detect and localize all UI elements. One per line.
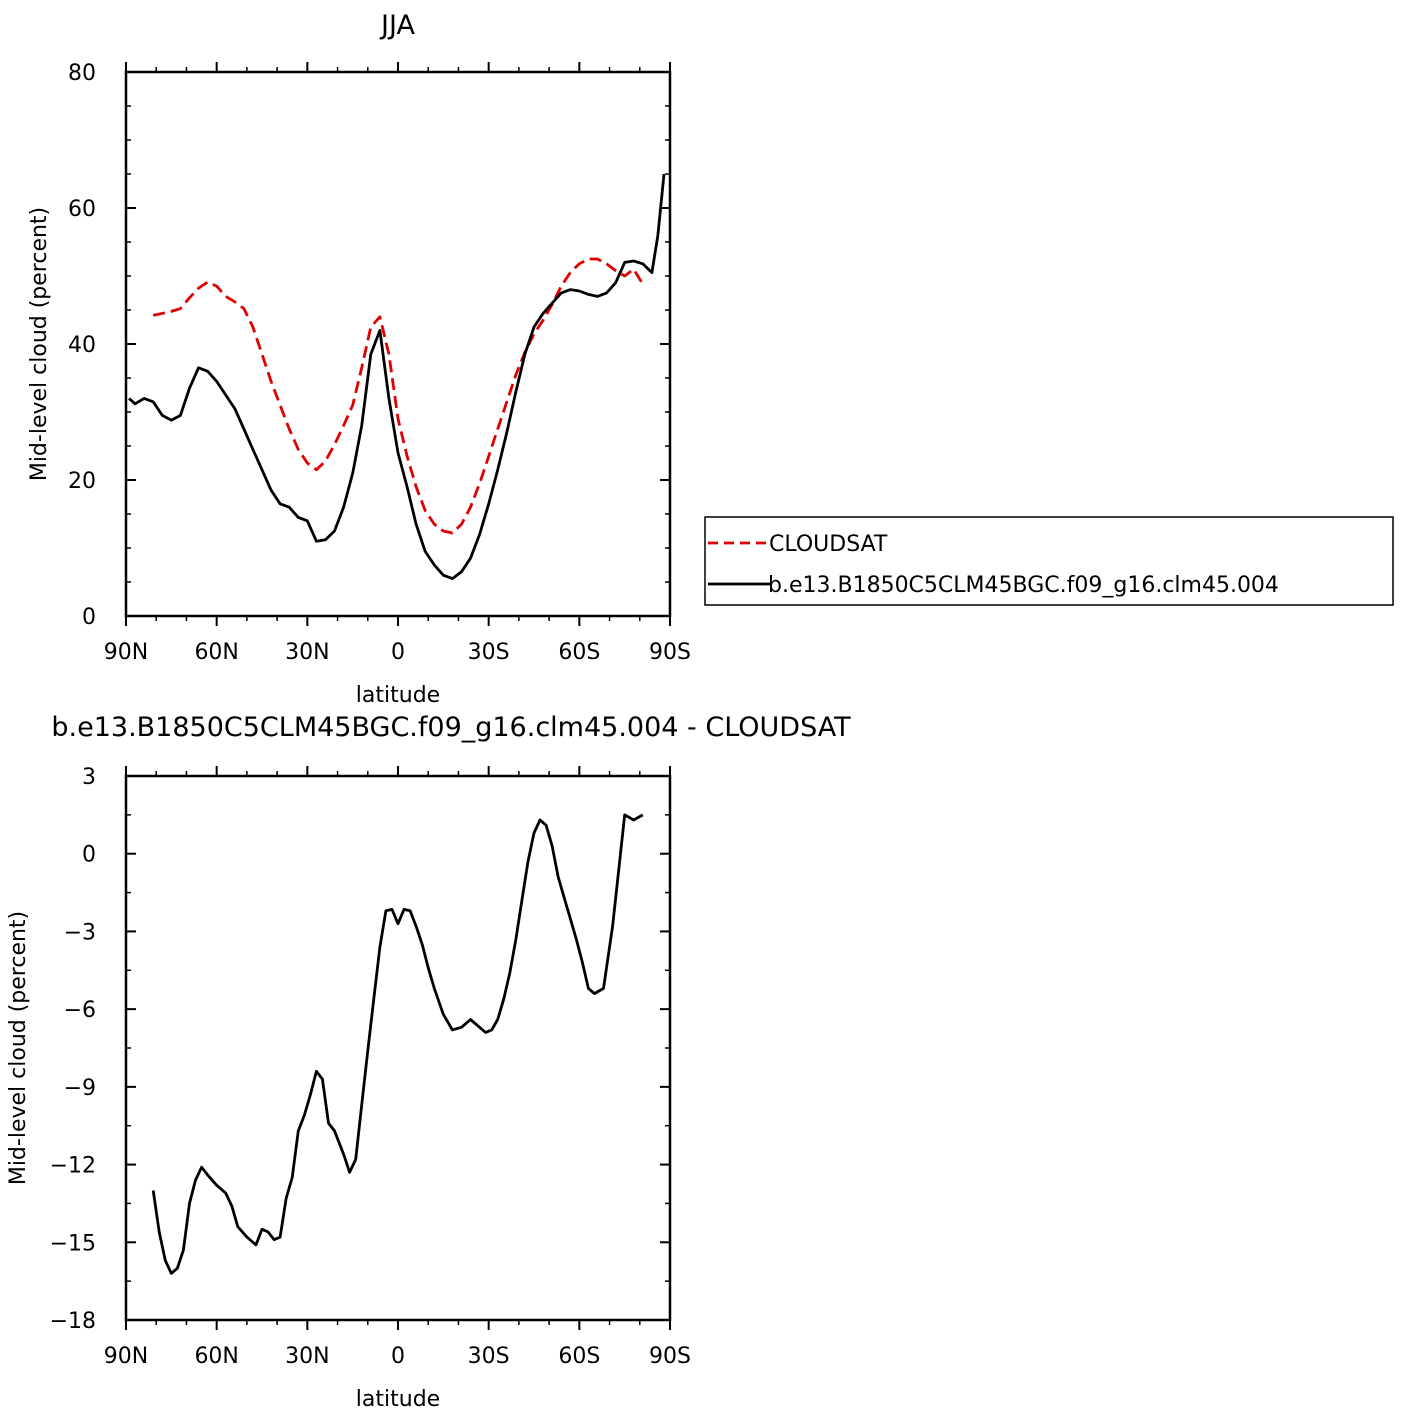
top-x-tick-label: 30S bbox=[468, 640, 510, 665]
bottom-x-axis-label: latitude bbox=[356, 1387, 440, 1412]
legend-model-label: b.e13.B1850C5CLM45BGC.f09_g16.clm45.004 bbox=[768, 573, 1279, 598]
bottom-ticks: 90N 60N 30N 0 30S 60S 90S −18 −15 −12 −9 −6 −3 0 3 bbox=[50, 765, 691, 1369]
bottom-y-tick-label: 3 bbox=[82, 765, 96, 790]
legend: CLOUDSAT b.e13.B1850C5CLM45BGC.f09_g16.c… bbox=[704, 516, 1394, 606]
bottom-plot-frame bbox=[124, 774, 672, 1322]
top-x-tick-label: 90N bbox=[104, 640, 148, 665]
top-y-tick-label: 40 bbox=[68, 333, 96, 358]
top-ticks: 90N 60N 30N 0 30S 60S 90S 0 20 40 60 80 bbox=[68, 61, 691, 665]
bottom-x-tick-label: 90S bbox=[649, 1344, 691, 1369]
bottom-y-tick-label: −18 bbox=[50, 1309, 96, 1334]
bottom-x-tick-label: 60S bbox=[558, 1344, 600, 1369]
bottom-y-axis-label: Mid-level cloud (percent) bbox=[6, 911, 31, 1185]
legend-box bbox=[704, 516, 1394, 606]
bottom-x-tick-label: 30N bbox=[285, 1344, 329, 1369]
top-x-tick-label: 90S bbox=[649, 640, 691, 665]
legend-cloudsat-label: CLOUDSAT bbox=[769, 532, 888, 557]
top-x-tick-label: 60S bbox=[558, 640, 600, 665]
top-y-tick-label: 80 bbox=[68, 61, 96, 86]
top-plot-frame bbox=[124, 70, 672, 618]
top-x-tick-label: 30N bbox=[285, 640, 329, 665]
bottom-chart-title: b.e13.B1850C5CLM45BGC.f09_g16.clm45.004 … bbox=[51, 712, 851, 743]
bottom-y-tick-label: −3 bbox=[64, 920, 96, 945]
top-series bbox=[128, 173, 666, 580]
bottom-x-tick-label: 30S bbox=[468, 1344, 510, 1369]
bottom-y-tick-label: −12 bbox=[50, 1154, 96, 1179]
top-y-tick-label: 60 bbox=[68, 197, 96, 222]
top-y-tick-label: 0 bbox=[82, 605, 96, 630]
bottom-series-line-0 bbox=[151, 813, 644, 1275]
top-y-axis-label: Mid-level cloud (percent) bbox=[27, 207, 52, 481]
bottom-x-tick-label: 90N bbox=[104, 1344, 148, 1369]
bottom-x-tick-label: 0 bbox=[391, 1344, 405, 1369]
top-y-tick-label: 20 bbox=[68, 469, 96, 494]
bottom-y-tick-label: 0 bbox=[82, 843, 96, 868]
bottom-panel: b.e13.B1850C5CLM45BGC.f09_g16.clm45.004 … bbox=[6, 712, 851, 1412]
top-series-line-0 bbox=[152, 257, 644, 535]
bottom-y-tick-label: −9 bbox=[64, 1076, 96, 1101]
top-x-axis-label: latitude bbox=[356, 683, 440, 708]
top-x-tick-label: 60N bbox=[194, 640, 238, 665]
top-panel: JJA 90N 60N 30N 0 30S 60S 90S 0 20 40 60 80 latitud… bbox=[27, 10, 1394, 708]
bottom-x-tick-label: 60N bbox=[194, 1344, 238, 1369]
bottom-y-tick-label: −6 bbox=[64, 998, 96, 1023]
top-series-line-1 bbox=[128, 173, 666, 580]
bottom-y-tick-label: −15 bbox=[50, 1231, 96, 1256]
top-chart-title: JJA bbox=[379, 10, 415, 41]
bottom-series bbox=[151, 813, 644, 1275]
top-x-tick-label: 0 bbox=[391, 640, 405, 665]
